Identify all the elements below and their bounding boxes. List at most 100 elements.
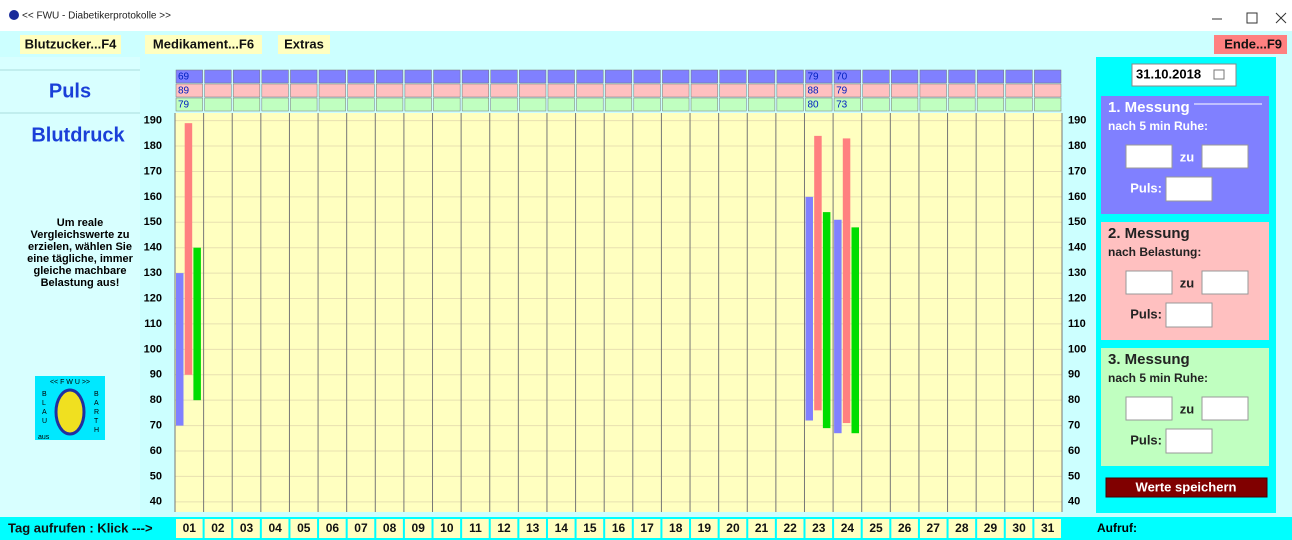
- day-button[interactable]: [204, 519, 232, 538]
- day-label: 27: [927, 521, 941, 535]
- day-button[interactable]: [948, 519, 976, 538]
- day-button[interactable]: [662, 519, 690, 538]
- app-icon: [9, 10, 19, 20]
- day-button[interactable]: [805, 519, 833, 538]
- footer-label: Tag aufrufen : Klick --->: [8, 520, 153, 535]
- input-field[interactable]: [1201, 144, 1249, 169]
- panel-title: 2. Messung: [1108, 225, 1190, 242]
- hint-text: erzielen, wählen Sie: [28, 241, 132, 253]
- pulse-cell: [833, 97, 861, 112]
- day-button[interactable]: [748, 519, 775, 538]
- day-label: 10: [440, 521, 454, 535]
- pulse-value: 79: [836, 86, 848, 97]
- day-label: 06: [326, 521, 340, 535]
- input-field[interactable]: [1201, 396, 1249, 421]
- pulse-cell: [719, 83, 747, 98]
- pulse-value: 89: [178, 86, 190, 97]
- close-button[interactable]: [1275, 12, 1287, 24]
- day-button[interactable]: [633, 519, 661, 538]
- day-button[interactable]: [519, 519, 546, 538]
- pulse-cell: [719, 69, 747, 84]
- input-field[interactable]: [1125, 270, 1173, 295]
- pulse-cell: [976, 69, 1005, 84]
- pulse-value: 80: [807, 100, 819, 111]
- day-button[interactable]: [691, 519, 718, 538]
- y-tick-label: 150: [144, 216, 162, 228]
- range-bar: [193, 247, 201, 401]
- pulse-cell: [347, 97, 375, 112]
- day-button[interactable]: [462, 519, 489, 538]
- day-button[interactable]: [605, 519, 632, 538]
- day-button[interactable]: [233, 519, 260, 538]
- y-tick-label: 80: [150, 394, 162, 406]
- pulse-cell: [891, 97, 919, 112]
- input-field[interactable]: [1165, 176, 1213, 202]
- day-button[interactable]: [433, 519, 461, 538]
- day-button[interactable]: [376, 519, 403, 538]
- pulse-label: Puls:: [1130, 180, 1162, 195]
- y-tick-label-right: 100: [1068, 343, 1086, 355]
- day-label: 01: [183, 521, 197, 535]
- window-title: << FWU - Diabetikerprotokolle >>: [22, 11, 171, 22]
- title-bar: [0, 0, 1292, 31]
- maximize-button[interactable]: [1246, 12, 1258, 24]
- day-button[interactable]: [319, 519, 346, 538]
- save-button[interactable]: [1105, 477, 1268, 498]
- pulse-cell: [433, 97, 461, 112]
- day-button[interactable]: [347, 519, 375, 538]
- y-tick-label: 40: [150, 496, 162, 508]
- y-tick-label: 130: [144, 267, 162, 279]
- day-label: 21: [755, 521, 769, 535]
- day-button[interactable]: [1034, 519, 1061, 538]
- day-button[interactable]: [719, 519, 747, 538]
- y-tick-label: 120: [144, 292, 162, 304]
- date-picker[interactable]: [1131, 63, 1237, 87]
- day-button[interactable]: [404, 519, 432, 538]
- day-label: 13: [526, 521, 540, 535]
- pulse-cell: [633, 97, 661, 112]
- menu-button[interactable]: [278, 35, 330, 54]
- day-button[interactable]: [776, 519, 804, 538]
- plot-area: [175, 113, 1062, 512]
- y-tick-label: 70: [150, 419, 162, 431]
- day-button[interactable]: [261, 519, 289, 538]
- pulse-cell: [748, 83, 776, 98]
- pulse-value: 79: [807, 72, 819, 83]
- pulse-cell: [862, 69, 890, 84]
- day-button[interactable]: [547, 519, 575, 538]
- pulse-cell: [948, 97, 976, 112]
- pulse-cell: [948, 69, 976, 84]
- day-button[interactable]: [862, 519, 890, 538]
- day-button[interactable]: [919, 519, 947, 538]
- pulse-cell: [862, 83, 890, 98]
- pulse-cell: [604, 83, 633, 98]
- blutdruck-heading: Blutdruck: [31, 124, 125, 146]
- day-button[interactable]: [891, 519, 918, 538]
- y-tick-label: 50: [150, 470, 162, 482]
- day-button[interactable]: [576, 519, 604, 538]
- input-field[interactable]: [1201, 270, 1249, 295]
- menu-button[interactable]: [145, 35, 262, 54]
- pulse-cell: [519, 69, 547, 84]
- day-button[interactable]: [490, 519, 518, 538]
- y-tick-label: 180: [144, 140, 162, 152]
- input-field[interactable]: [1165, 428, 1213, 454]
- hint-text: Vergleichswerte zu: [30, 229, 129, 241]
- pulse-cell: [404, 69, 432, 84]
- hint-text: gleiche machbare: [34, 265, 127, 277]
- pulse-cell: [748, 69, 776, 84]
- exit-button[interactable]: [1214, 35, 1287, 54]
- logo-text: aus: [38, 434, 50, 441]
- pulse-cell: [776, 83, 804, 98]
- day-button[interactable]: [290, 519, 318, 538]
- input-field[interactable]: [1165, 302, 1213, 328]
- input-field[interactable]: [1125, 396, 1173, 421]
- day-button[interactable]: [1005, 519, 1033, 538]
- pulse-cell: [433, 83, 461, 98]
- day-button[interactable]: [834, 519, 861, 538]
- input-field[interactable]: [1125, 144, 1173, 169]
- menu-button[interactable]: [20, 35, 121, 54]
- day-button[interactable]: [977, 519, 1004, 538]
- day-button[interactable]: [176, 519, 203, 538]
- pulse-cell: [232, 69, 261, 84]
